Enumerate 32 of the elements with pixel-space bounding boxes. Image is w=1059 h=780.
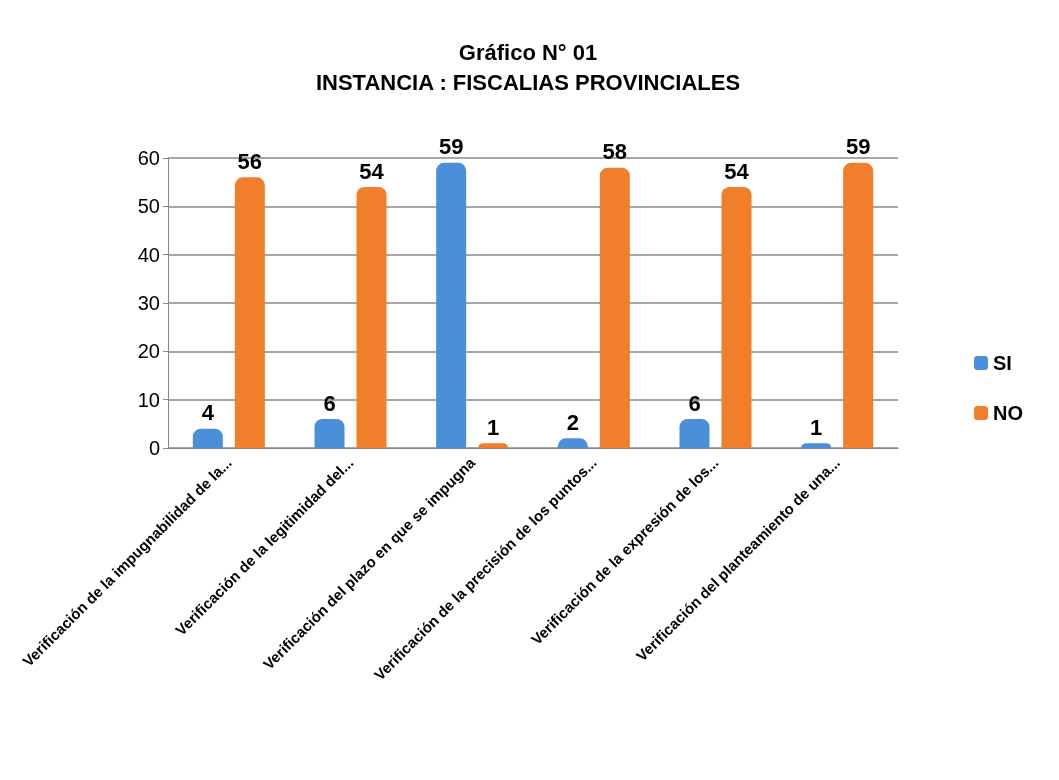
y-tick-label: 20 xyxy=(137,340,160,363)
data-label: 6 xyxy=(688,390,701,416)
y-tick-label: 30 xyxy=(137,292,160,314)
bar xyxy=(436,162,467,448)
bar xyxy=(599,167,630,448)
data-label: 59 xyxy=(438,134,464,160)
y-tick-label: 50 xyxy=(137,195,160,218)
data-label: 1 xyxy=(810,414,823,440)
data-label: 1 xyxy=(487,414,500,440)
chart-subtitle: INSTANCIA : FISCALIAS PROVINCIALES xyxy=(315,69,741,95)
data-label: 54 xyxy=(359,158,385,184)
chart-title: Gráfico N° 01 xyxy=(458,39,598,65)
data-label: 2 xyxy=(566,409,579,435)
data-label: 59 xyxy=(845,134,871,160)
bar xyxy=(721,187,752,448)
data-label: 4 xyxy=(201,400,215,426)
y-tick-label: 0 xyxy=(148,437,160,459)
data-label: 6 xyxy=(323,390,336,416)
y-tick-label: 10 xyxy=(137,388,160,411)
bar xyxy=(314,419,345,448)
data-label: 58 xyxy=(602,139,628,165)
bar xyxy=(356,187,387,448)
bar xyxy=(234,177,265,448)
data-label: 54 xyxy=(724,158,750,184)
bar xyxy=(843,162,874,448)
data-label: 56 xyxy=(237,148,263,174)
legend-label: NO xyxy=(993,402,1023,424)
y-tick-label: 60 xyxy=(137,147,160,169)
bar xyxy=(192,428,223,448)
y-tick-label: 40 xyxy=(137,243,160,266)
legend-label: SI xyxy=(993,352,1012,374)
bar xyxy=(679,419,710,448)
